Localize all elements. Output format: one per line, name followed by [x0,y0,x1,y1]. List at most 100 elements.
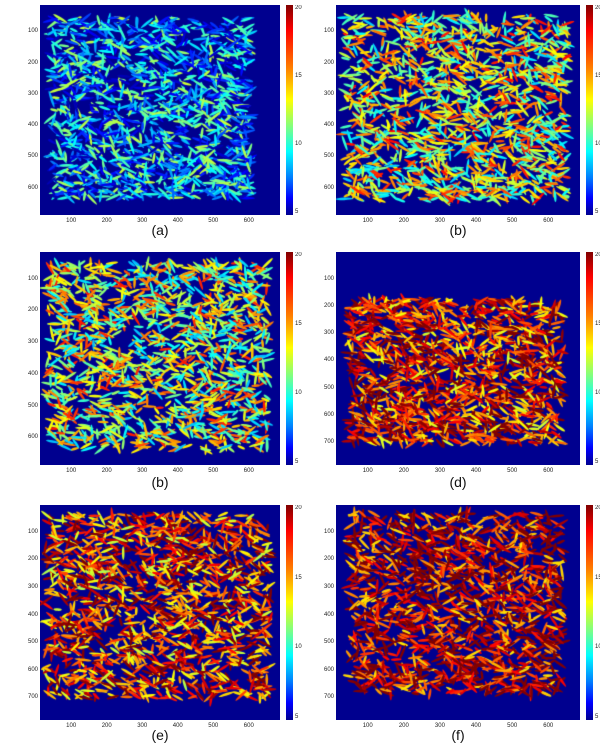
y-tick-label: 200 [27,59,38,66]
x-tick-label: 600 [543,468,554,474]
y-tick-label: 200 [27,307,38,314]
y-tick-label: 100 [27,28,38,35]
x-tick-label: 400 [471,723,482,729]
panel-caption: (a) [151,222,169,238]
x-tick-label: 600 [243,723,254,729]
x-tick-label: 100 [362,218,373,224]
x-tick-label: 100 [362,468,373,474]
particle-image [40,252,280,465]
colorbar-tick-label: 20 [595,505,600,511]
x-tick-label: 300 [434,468,445,474]
y-tick-label: 400 [27,611,38,618]
y-tick-label: 100 [323,28,334,35]
x-tick-label: 400 [172,723,183,729]
particle-image [336,252,580,465]
y-tick-label: 300 [323,583,334,590]
y-tick-label: 100 [323,275,334,282]
y-tick-label: 600 [323,184,334,191]
y-tick-label: 400 [323,357,334,364]
y-tick-label: 500 [323,153,334,160]
colorbar-tick-label: 20 [595,252,600,258]
x-tick-label: 100 [66,723,77,729]
x-tick-label: 200 [101,723,112,729]
particle-image [336,505,580,720]
x-tick-label: 400 [471,218,482,224]
y-tick-label: 200 [323,556,334,563]
y-tick-label: 400 [323,122,334,129]
x-tick-label: 600 [543,723,554,729]
particle-texture [336,505,580,720]
y-tick-label: 600 [27,434,38,441]
panel-caption: (f) [451,727,465,743]
x-tick-label: 100 [66,468,77,474]
colorbar [586,5,593,215]
particle-texture [336,5,580,215]
y-tick-label: 700 [323,439,334,446]
panel-caption: (e) [151,727,169,743]
x-tick-label: 500 [208,468,219,474]
colorbar [286,5,293,215]
x-tick-label: 300 [137,218,148,224]
x-tick-label: 300 [137,468,148,474]
y-tick-label: 500 [27,402,38,409]
colorbar [586,505,593,720]
x-tick-label: 100 [362,723,373,729]
panel-caption: (d) [449,474,467,490]
y-tick-label: 700 [323,694,334,701]
y-tick-label: 600 [323,412,334,418]
y-tick-label: 400 [323,611,334,618]
x-tick-label: 500 [507,468,518,474]
x-tick-label: 500 [208,723,219,729]
x-tick-label: 100 [66,218,77,224]
y-tick-label: 600 [323,666,334,673]
colorbar [286,252,293,465]
colorbar-tick-label: 5 [295,209,299,215]
x-tick-label: 400 [172,218,183,224]
colorbar-tick-label: 15 [595,574,600,581]
x-tick-label: 400 [172,468,183,474]
colorbar-tick-label: 15 [295,574,302,581]
colorbar-tick-label: 15 [595,73,600,79]
colorbar-tick-label: 10 [295,141,302,147]
y-tick-label: 100 [27,528,38,535]
x-tick-label: 500 [507,218,518,224]
colorbar-tick-label: 5 [295,714,299,720]
colorbar-tick-label: 5 [595,714,599,720]
x-tick-label: 300 [434,218,445,224]
y-tick-label: 300 [27,583,38,590]
y-tick-label: 700 [27,694,38,701]
y-tick-label: 300 [323,330,334,337]
y-tick-label: 200 [27,556,38,563]
x-tick-label: 200 [398,468,409,474]
colorbar-tick-label: 10 [595,644,600,651]
colorbar-tick-label: 10 [295,644,302,651]
colorbar-tick-label: 20 [295,5,302,11]
x-tick-label: 500 [208,218,219,224]
x-tick-label: 600 [543,218,554,224]
x-tick-label: 300 [137,723,148,729]
y-tick-label: 300 [27,339,38,346]
heatmap-panel: 100 200 300 400 500 600 700 100 200 300 400 500 600 2… [318,505,600,743]
heatmap-panel: 100 200 300 400 500 600 100 200 300 400 500 600 20 15… [318,5,600,240]
particle-image [40,5,280,215]
x-tick-label: 200 [398,218,409,224]
y-tick-label: 500 [27,153,38,160]
y-tick-label: 500 [27,639,38,646]
x-tick-label: 200 [101,468,112,474]
heatmap-panel: 100 200 300 400 500 600 100 200 300 400 500 600 20 15… [20,5,302,240]
y-tick-label: 600 [27,666,38,673]
x-tick-label: 600 [243,468,254,474]
y-tick-label: 300 [27,90,38,97]
y-tick-label: 500 [323,639,334,646]
particle-texture [336,252,580,465]
x-tick-label: 600 [243,218,254,224]
colorbar-tick-label: 20 [295,252,302,258]
colorbar-tick-label: 15 [295,321,302,327]
x-tick-label: 500 [507,723,518,729]
colorbar [586,252,593,465]
y-tick-label: 400 [27,370,38,377]
y-tick-label: 200 [323,302,334,309]
colorbar [286,505,293,720]
colorbar-tick-label: 5 [595,209,599,215]
colorbar-tick-label: 15 [295,73,302,79]
